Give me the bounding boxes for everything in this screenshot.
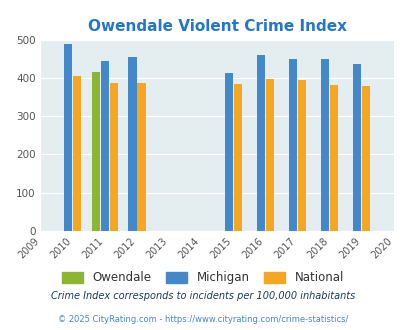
Bar <box>256 55 264 231</box>
Bar <box>297 80 305 231</box>
Text: Crime Index corresponds to incidents per 100,000 inhabitants: Crime Index corresponds to incidents per… <box>51 291 354 301</box>
Bar <box>361 86 369 231</box>
Bar <box>109 83 118 231</box>
Bar <box>64 44 72 231</box>
Bar <box>224 73 232 231</box>
Text: © 2025 CityRating.com - https://www.cityrating.com/crime-statistics/: © 2025 CityRating.com - https://www.city… <box>58 315 347 324</box>
Bar <box>137 83 145 231</box>
Bar <box>92 72 100 231</box>
Bar <box>73 76 81 231</box>
Bar <box>288 59 296 231</box>
Bar <box>320 59 328 231</box>
Legend: Owendale, Michigan, National: Owendale, Michigan, National <box>57 267 348 289</box>
Bar <box>265 79 273 231</box>
Title: Owendale Violent Crime Index: Owendale Violent Crime Index <box>87 19 346 34</box>
Bar <box>128 57 136 231</box>
Bar <box>352 64 360 231</box>
Bar <box>233 84 241 231</box>
Bar <box>329 85 337 231</box>
Bar <box>100 61 109 231</box>
